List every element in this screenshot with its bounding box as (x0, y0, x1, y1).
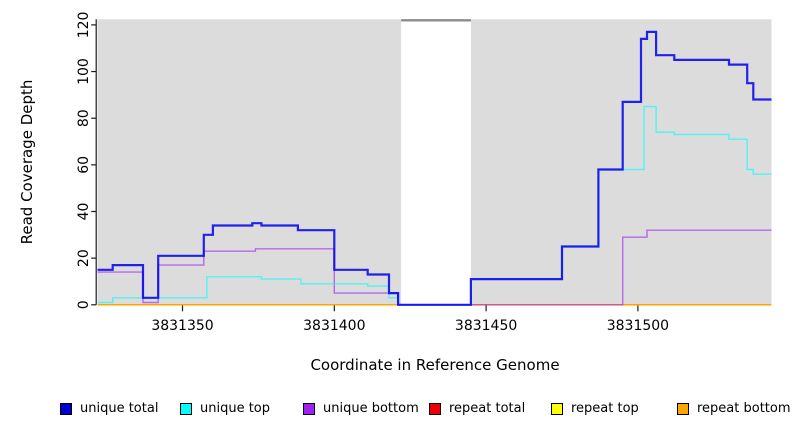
legend-swatch-icon (429, 403, 441, 415)
y-tick-label: 0 (76, 300, 92, 309)
legend-swatch-icon (60, 403, 72, 415)
y-tick-label: 60 (76, 156, 92, 174)
x-tick-label: 3831400 (303, 318, 365, 334)
series-unique-total (97, 30, 772, 306)
legend-item-unique-top: unique top (180, 401, 270, 417)
legend-item-repeat-bottom: repeat bottom (677, 401, 791, 417)
legend-item-unique-bottom: unique bottom (303, 401, 419, 417)
x-tick-label: 3831500 (607, 318, 669, 334)
legend-label: repeat total (449, 401, 526, 416)
legend-swatch-icon (180, 403, 192, 415)
x-tick-label: 3831350 (151, 318, 213, 334)
y-tick-label: 100 (76, 58, 92, 85)
legend-label: unique top (200, 401, 271, 416)
legend-swatch-icon (677, 403, 689, 415)
y-axis-title: Read Coverage Depth (18, 79, 36, 245)
y-tick-label: 20 (76, 249, 92, 267)
legend-label: repeat top (571, 401, 639, 416)
y-tick-label: 80 (76, 109, 92, 127)
x-tick-label: 3831450 (455, 318, 517, 334)
series-unique-bottom (97, 229, 772, 306)
legend-item-repeat-total: repeat total (429, 401, 525, 417)
masked-region (401, 19, 471, 305)
legend-swatch-icon (551, 403, 563, 415)
legend-label: unique total (80, 401, 159, 416)
x-axis-title: Coordinate in Reference Genome (310, 356, 560, 374)
legend-item-unique-total: unique total (60, 401, 158, 417)
y-tick-label: 120 (76, 12, 92, 39)
y-tick-label: 40 (76, 203, 92, 221)
legend: unique total unique top unique bottom repea… (0, 401, 792, 421)
legend-item-repeat-top: repeat top (551, 401, 639, 417)
legend-swatch-icon (303, 403, 315, 415)
legend-label: repeat bottom (697, 401, 791, 416)
legend-label: unique bottom (323, 401, 419, 416)
